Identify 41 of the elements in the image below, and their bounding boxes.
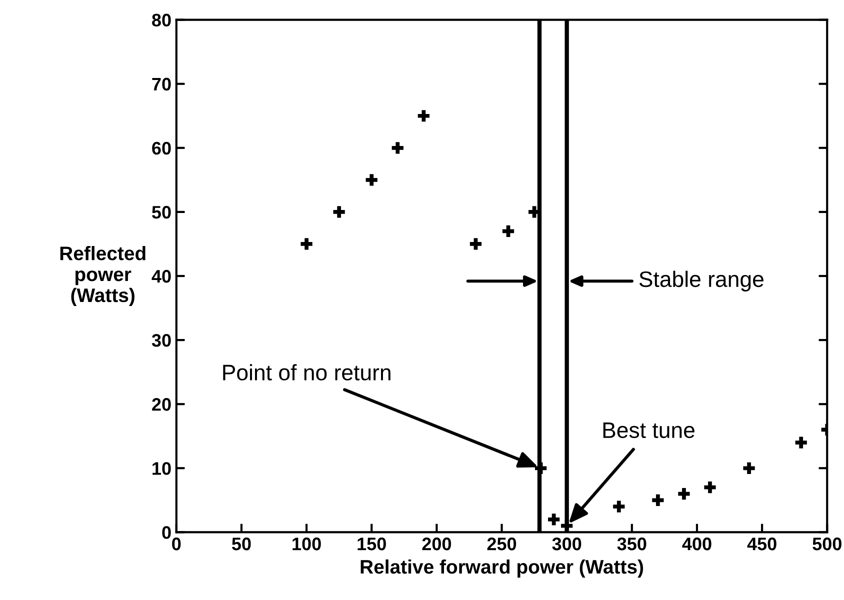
point [678, 488, 690, 500]
point [561, 520, 573, 532]
x-tick-label: 400 [682, 538, 712, 550]
y-tick-label: 10 [152, 462, 171, 475]
point [652, 494, 664, 506]
x-tick-label: 0 [172, 538, 181, 550]
annotation: Best tune [603, 422, 694, 438]
y-tick-label: 30 [152, 334, 171, 347]
point [548, 514, 560, 526]
x-tick-label: 200 [422, 538, 452, 550]
x-tick-label: 450 [747, 538, 776, 550]
point [534, 462, 547, 474]
point [795, 436, 807, 448]
y-tick-label: 40 [152, 270, 171, 283]
y-tick-label: 50 [152, 206, 171, 219]
point [470, 238, 482, 250]
y-tick-label: 60 [152, 142, 171, 155]
point [418, 110, 430, 122]
point [333, 206, 345, 218]
x-tick-label: 250 [487, 538, 516, 550]
y-tick-label: 0 [162, 526, 171, 539]
y-tick-label: 20 [152, 398, 171, 411]
y-tick-label: 70 [152, 78, 171, 91]
x-tick-label: 100 [292, 538, 321, 550]
point [743, 462, 755, 474]
point [502, 225, 514, 237]
annotation: Point of no return [223, 364, 390, 380]
x-tick-label: 300 [552, 538, 582, 550]
point [366, 174, 378, 186]
annotation: Stable range [639, 270, 764, 292]
y-axis-title: Reflected power (Watts) [60, 246, 146, 306]
y-tick-label: 80 [152, 14, 171, 27]
point [392, 142, 404, 154]
x-tick-label: 50 [232, 538, 251, 550]
point [300, 238, 312, 250]
x-axis-title: Relative forward power (Watts) [360, 559, 644, 578]
point [704, 482, 716, 494]
point [613, 500, 625, 512]
x-tick-label: 150 [358, 538, 386, 550]
x-tick-label: 350 [617, 538, 646, 550]
x-tick-label: 500 [812, 538, 842, 550]
